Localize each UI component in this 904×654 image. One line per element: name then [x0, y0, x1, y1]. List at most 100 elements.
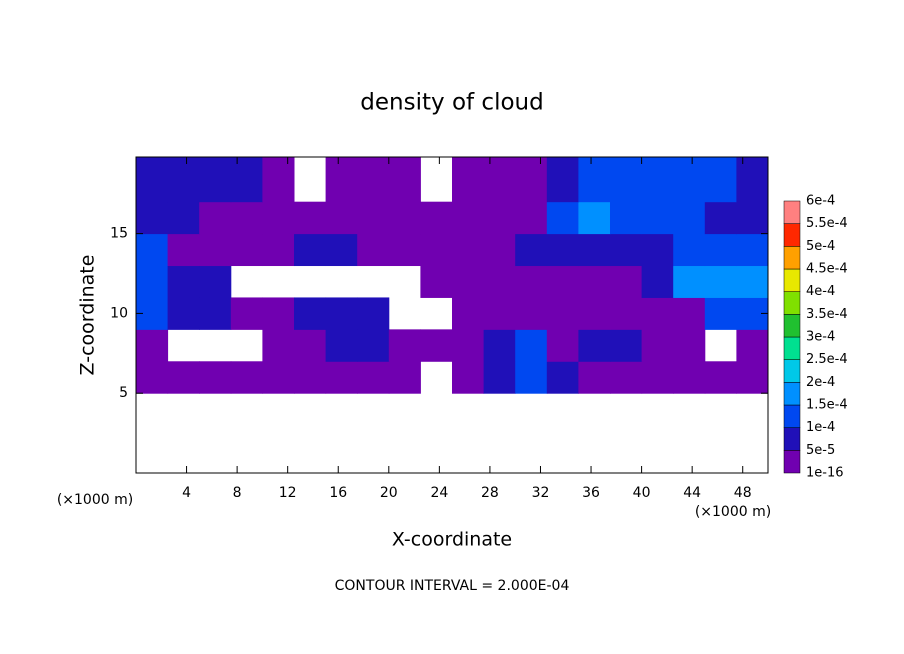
- contour-cell: [388, 157, 421, 203]
- contour-cell: [325, 233, 358, 267]
- contour-cell: [357, 329, 390, 362]
- contour-cell: [262, 329, 295, 362]
- colorbar-label: 4.5e-4: [806, 262, 848, 277]
- colorbar-swatch: [783, 427, 801, 451]
- colorbar-swatch: [783, 314, 801, 338]
- contour-cell: [136, 329, 169, 362]
- contour-cell: [641, 329, 674, 362]
- colorbar-swatch: [783, 268, 801, 292]
- contour-cell: [736, 265, 769, 298]
- colorbar-label: 1e-16: [806, 466, 844, 481]
- contour-cell: [452, 297, 485, 330]
- colorbar-swatch: [783, 382, 801, 406]
- contour-cell: [483, 157, 516, 203]
- x-tick-label: 4: [182, 485, 191, 501]
- contour-cell: [673, 329, 706, 362]
- colorbar-swatch: [783, 450, 801, 474]
- contour-cell: [230, 361, 263, 394]
- contour-cell: [704, 233, 737, 267]
- contour-cell: [578, 361, 611, 394]
- contour-cell: [736, 361, 769, 394]
- contour-cell: [230, 297, 263, 330]
- x-tick-label: 40: [633, 485, 651, 501]
- contour-cell: [262, 157, 295, 203]
- contour-cell: [230, 201, 263, 235]
- contour-cell: [262, 297, 295, 330]
- colorbar-label: 2.5e-4: [806, 352, 848, 367]
- contour-cell: [452, 361, 485, 394]
- contour-cell: [452, 265, 485, 298]
- x-tick-label: 48: [734, 485, 752, 501]
- contour-cell: [515, 297, 548, 330]
- contour-cell: [388, 329, 421, 362]
- contour-cell: [294, 297, 327, 330]
- contour-cell: [167, 265, 200, 298]
- contour-cell: [641, 297, 674, 330]
- contour-cell: [673, 233, 706, 267]
- contour-cell: [452, 157, 485, 203]
- contour-cell: [578, 233, 611, 267]
- colorbar-label: 1.5e-4: [806, 398, 848, 413]
- contour-cell: [325, 201, 358, 235]
- contour-cell: [483, 329, 516, 362]
- contour-cell: [199, 157, 232, 203]
- colorbar-label: 1e-4: [806, 420, 835, 435]
- colorbar-swatch: [783, 291, 801, 315]
- contour-cell: [546, 265, 579, 298]
- contour-cell: [420, 201, 453, 235]
- contour-cell: [515, 201, 548, 235]
- contour-cell: [388, 361, 421, 394]
- contour-cell: [167, 361, 200, 394]
- x-tick-label: 20: [380, 485, 398, 501]
- x-tick-label: 28: [481, 485, 499, 501]
- contour-cell: [136, 361, 169, 394]
- contour-cell: [262, 233, 295, 267]
- contour-cell: [736, 233, 769, 267]
- contour-cell: [452, 201, 485, 235]
- contour-cell: [673, 265, 706, 298]
- contour-cell: [325, 361, 358, 394]
- colorbar-swatch: [783, 336, 801, 360]
- contour-cell: [610, 265, 643, 298]
- contour-cell: [610, 361, 643, 394]
- x-tick-label: 16: [329, 485, 347, 501]
- contour-cell: [546, 201, 579, 235]
- contour-cell: [325, 329, 358, 362]
- contour-cell: [704, 157, 737, 203]
- contour-cell: [578, 265, 611, 298]
- contour-cell: [357, 157, 390, 203]
- footer: CONTOUR INTERVAL = 2.000E-04: [335, 578, 570, 594]
- contour-cell: [641, 233, 674, 267]
- colorbar-label: 5.5e-4: [806, 216, 848, 231]
- contour-cell: [515, 361, 548, 394]
- contour-cell: [515, 329, 548, 362]
- contour-cell: [515, 265, 548, 298]
- x-tick-label: 8: [233, 485, 242, 501]
- contour-cell: [262, 361, 295, 394]
- contour-cell: [704, 265, 737, 298]
- contour-cell: [641, 157, 674, 203]
- contour-cell: [704, 297, 737, 330]
- contour-cell: [704, 361, 737, 394]
- contour-cell: [136, 265, 169, 298]
- contour-cell: [136, 233, 169, 267]
- contour-cell: [546, 329, 579, 362]
- contour-cell: [357, 201, 390, 235]
- contour-cell: [167, 157, 200, 203]
- colorbar-label: 5e-4: [806, 239, 835, 254]
- contour-cell: [167, 297, 200, 330]
- contour-cell: [294, 361, 327, 394]
- contour-cell: [452, 233, 485, 267]
- y-tick-label: 5: [119, 385, 128, 401]
- contour-cell: [736, 329, 769, 362]
- contour-cell: [578, 201, 611, 235]
- contour-cell: [610, 329, 643, 362]
- contour-cell: [483, 297, 516, 330]
- contour-cell: [736, 157, 769, 203]
- colorbar-label: 4e-4: [806, 284, 835, 299]
- contour-cell: [230, 157, 263, 203]
- contour-cell: [294, 201, 327, 235]
- contour-cell: [610, 201, 643, 235]
- contour-cell: [167, 233, 200, 267]
